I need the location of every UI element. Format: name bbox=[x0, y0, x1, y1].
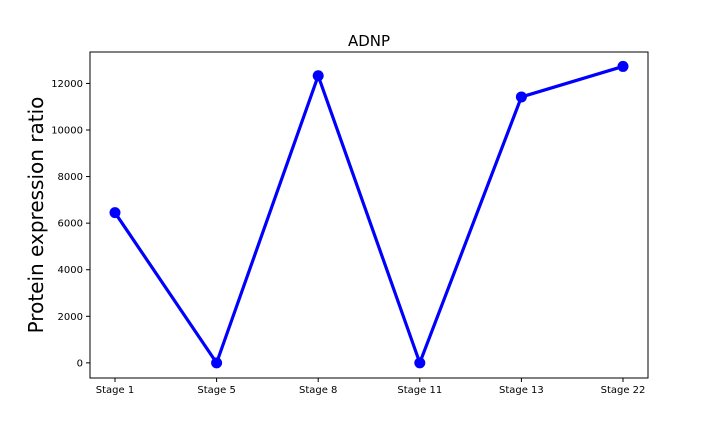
x-tick-label: Stage 8 bbox=[299, 385, 337, 396]
chart-title: ADNP bbox=[348, 32, 390, 50]
x-tick-label: Stage 5 bbox=[197, 385, 235, 396]
y-tick-label: 4000 bbox=[58, 265, 83, 276]
data-point bbox=[515, 91, 527, 103]
series-line bbox=[113, 64, 625, 365]
data-point bbox=[617, 60, 629, 72]
x-tick-label: Stage 22 bbox=[601, 385, 646, 396]
x-tick-label: Stage 1 bbox=[96, 385, 134, 396]
x-axis-ticks: Stage 1 Stage 5 Stage 8 Stage 11 Stage 13 Sta… bbox=[96, 378, 646, 396]
y-axis-ticks: 0 2000 4000 6000 8000 10000 12000 bbox=[51, 79, 90, 369]
series-layer bbox=[109, 60, 629, 369]
x-tick-label: Stage 13 bbox=[499, 385, 544, 396]
data-point bbox=[312, 70, 324, 82]
y-tick-label: 2000 bbox=[58, 312, 83, 323]
plot-frame bbox=[89, 51, 649, 379]
y-tick-label: 6000 bbox=[58, 219, 83, 230]
y-tick-label: 8000 bbox=[58, 172, 83, 183]
data-point bbox=[211, 357, 223, 369]
y-axis-label: Protein expression ratio bbox=[24, 97, 48, 334]
x-tick-label: Stage 11 bbox=[397, 385, 442, 396]
y-tick-label: 0 bbox=[77, 358, 83, 369]
y-tick-label: 12000 bbox=[51, 79, 83, 90]
data-point bbox=[109, 207, 121, 219]
data-point bbox=[414, 357, 426, 369]
y-tick-label: 10000 bbox=[51, 126, 83, 137]
